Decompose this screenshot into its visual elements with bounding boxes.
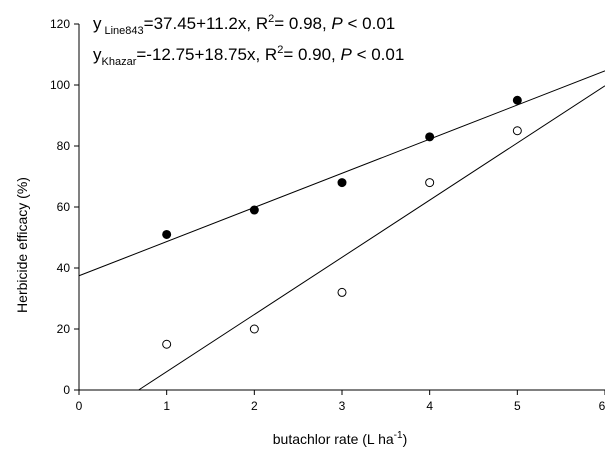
equation-line843: y Line843=37.45+11.2x, R2= 0.98, P < 0.01: [93, 13, 395, 37]
regression-lines: [78, 70, 605, 391]
point-khazar: [512, 126, 522, 136]
y-tick-label: 120: [50, 17, 70, 31]
y-tick-label: 40: [57, 261, 71, 275]
point-line843: [512, 95, 522, 105]
y-tick-label: 100: [50, 78, 70, 92]
y-tick-label: 20: [57, 322, 71, 336]
fit-line-khazar: [138, 85, 605, 391]
data-points: [162, 95, 522, 349]
x-tick-label: 1: [163, 399, 170, 413]
x-axis-title-main: butachlor rate (L ha: [273, 431, 394, 447]
x-tick-label: 0: [76, 399, 83, 413]
x-tick-label: 3: [339, 399, 346, 413]
x-tick-label: 2: [251, 399, 258, 413]
y-axis-title: Herbicide efficacy (%): [14, 177, 30, 313]
y-ticks: 0 20 40 60 80 100 120: [50, 17, 79, 397]
point-khazar: [425, 178, 435, 188]
point-khazar: [337, 287, 347, 297]
x-ticks: 0 1 2 3 4 5 6: [76, 390, 605, 413]
fit-line-line843: [78, 70, 605, 277]
x-axis-title: butachlor rate (L ha-1): [273, 430, 407, 447]
x-tick-label: 4: [426, 399, 433, 413]
point-khazar: [249, 324, 259, 334]
point-line843: [162, 229, 172, 239]
axes: 0 1 2 3 4 5 6 0 20 40 60 80 100 120: [50, 17, 605, 413]
equation-khazar: yKhazar=-12.75+18.75x, R2= 0.90, P < 0.0…: [93, 44, 404, 68]
point-line843: [249, 205, 259, 215]
y-tick-label: 0: [63, 383, 70, 397]
x-axis-title-sup: -1: [394, 430, 403, 441]
y-tick-label: 60: [57, 200, 71, 214]
y-tick-label: 80: [57, 139, 71, 153]
point-line843: [425, 132, 435, 142]
x-tick-label: 5: [514, 399, 521, 413]
point-line843: [337, 178, 347, 188]
point-khazar: [162, 339, 172, 349]
x-axis-title-end: ): [403, 431, 408, 447]
x-tick-label: 6: [599, 399, 605, 413]
